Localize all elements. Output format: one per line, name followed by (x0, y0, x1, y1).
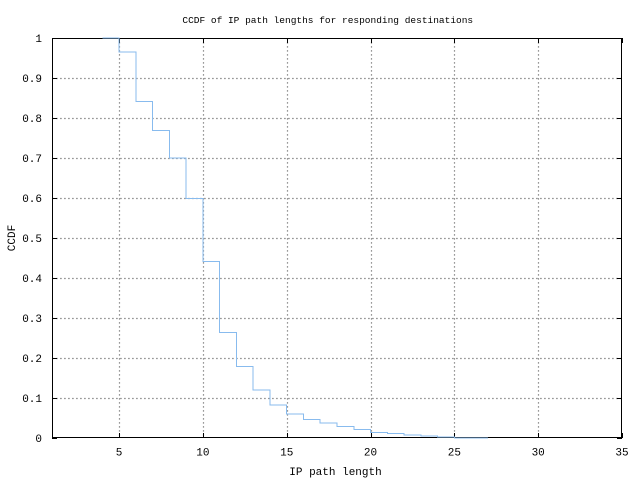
svg-text:0.5: 0.5 (22, 234, 42, 246)
svg-text:0.2: 0.2 (22, 354, 42, 366)
svg-text:0.8: 0.8 (22, 114, 42, 126)
svg-text:CCDF: CCDF (7, 225, 19, 251)
svg-text:0.4: 0.4 (22, 274, 42, 286)
svg-text:20: 20 (364, 448, 377, 460)
svg-text:25: 25 (448, 448, 461, 460)
svg-text:0.7: 0.7 (22, 154, 42, 166)
svg-text:10: 10 (196, 448, 209, 460)
svg-text:5: 5 (116, 448, 123, 460)
svg-text:15: 15 (280, 448, 293, 460)
svg-text:0.6: 0.6 (22, 194, 42, 206)
svg-text:0: 0 (35, 434, 42, 446)
svg-text:CCDF of IP path lengths for re: CCDF of IP path lengths for responding d… (182, 15, 473, 26)
svg-text:30: 30 (532, 448, 545, 460)
svg-text:1: 1 (35, 34, 42, 46)
svg-text:0.9: 0.9 (22, 74, 42, 86)
svg-text:IP path length: IP path length (289, 467, 381, 479)
svg-text:0.3: 0.3 (22, 314, 42, 326)
svg-text:0.1: 0.1 (22, 394, 42, 406)
svg-text:35: 35 (615, 448, 628, 460)
